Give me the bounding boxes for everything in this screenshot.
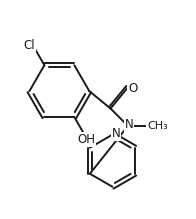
Text: O: O	[128, 82, 137, 95]
Text: CH₃: CH₃	[147, 121, 168, 131]
Text: Cl: Cl	[23, 39, 35, 52]
Text: N: N	[112, 127, 120, 140]
Text: OH: OH	[77, 133, 95, 146]
Text: N: N	[124, 118, 133, 131]
